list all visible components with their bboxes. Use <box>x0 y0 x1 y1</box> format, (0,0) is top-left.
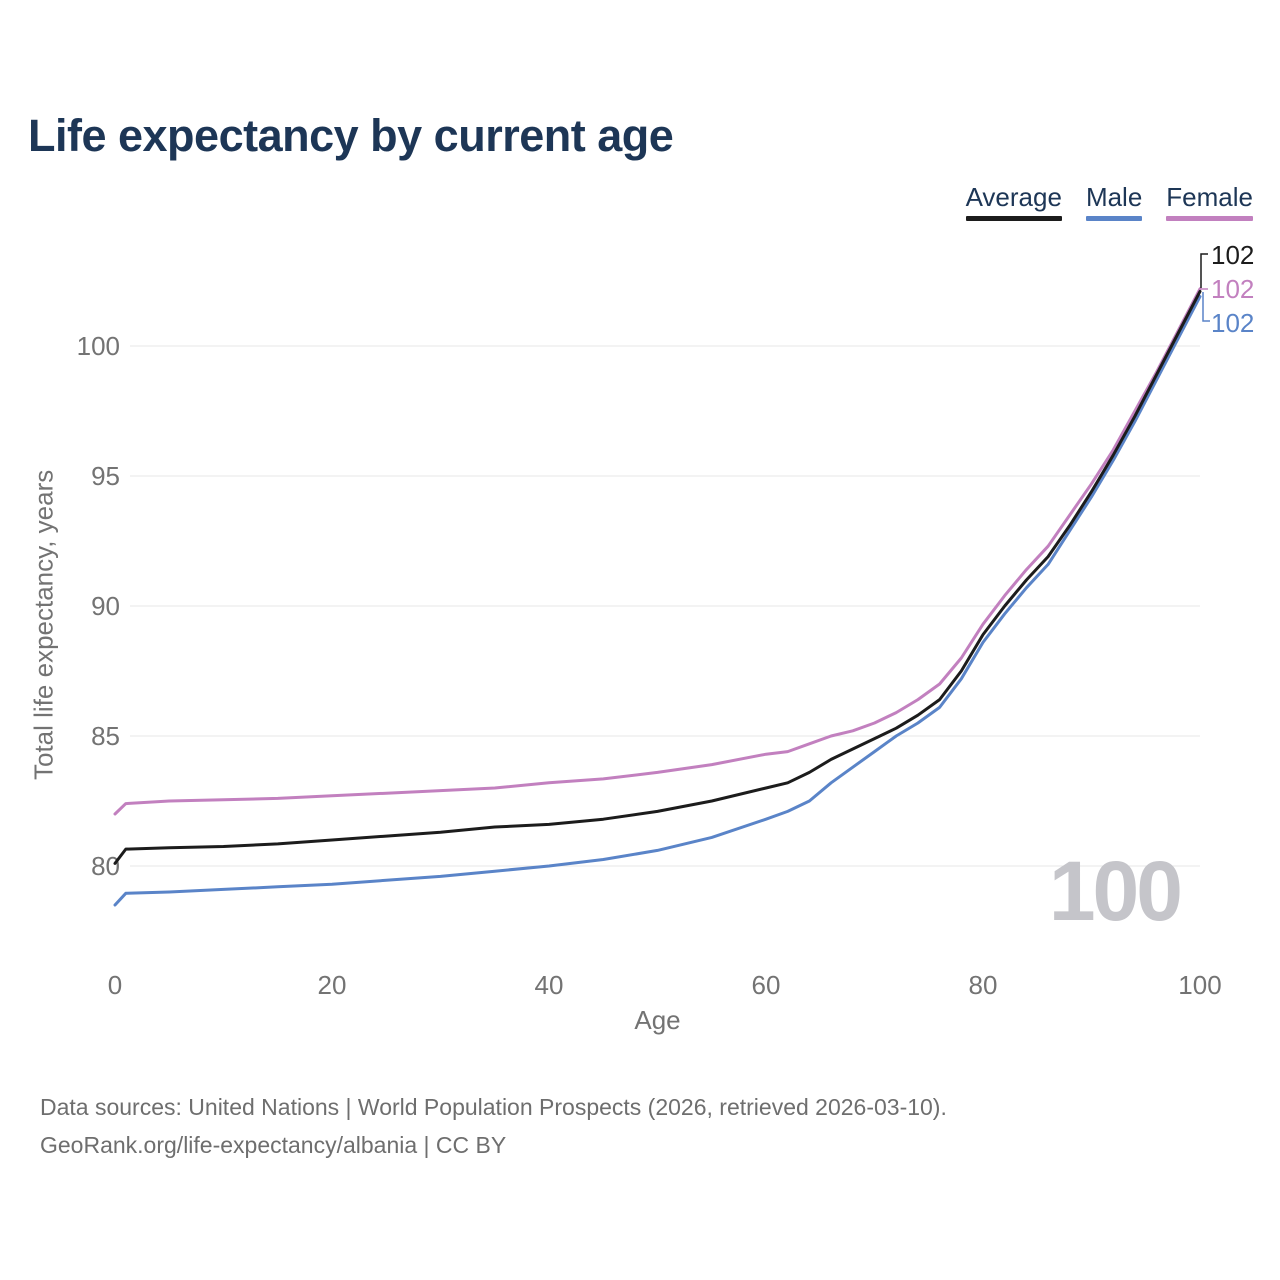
legend-label-male: Male <box>1085 182 1143 212</box>
y-axis-title: Total life expectancy, years <box>28 469 59 781</box>
age-watermark: 100 <box>1048 844 1183 938</box>
end-connector-average <box>1200 253 1208 288</box>
page-title: Life expectancy by current age <box>28 110 674 161</box>
series-line-female <box>113 287 1202 816</box>
legend-item-average[interactable]: Average <box>965 182 1062 221</box>
footer-attribution-line: GeoRank.org/life-expectancy/albania | CC… <box>40 1132 507 1158</box>
y-tick-label-95: 95 <box>91 461 120 491</box>
x-tick-label-0: 0 <box>108 970 122 1000</box>
y-tick-label-100: 100 <box>77 331 120 361</box>
chart-canvas: 80 85 90 95 100 0 20 40 60 80 100 <box>77 253 1222 1000</box>
legend: Average Male Female <box>965 182 1253 221</box>
end-connector-male <box>1202 292 1210 322</box>
x-axis-title: Age <box>634 1005 681 1035</box>
series-line-average <box>113 289 1202 865</box>
legend-item-female[interactable]: Female <box>1166 183 1253 221</box>
end-value-label-male: 102 <box>1211 308 1255 338</box>
legend-item-male[interactable]: Male <box>1085 182 1143 221</box>
x-tick-label-80: 80 <box>969 970 998 1000</box>
legend-label-average: Average <box>965 182 1062 212</box>
legend-swatch-male <box>1085 215 1143 221</box>
x-tick-label-40: 40 <box>535 970 564 1000</box>
x-tick-label-60: 60 <box>752 970 781 1000</box>
x-tick-label-100: 100 <box>1178 970 1221 1000</box>
legend-label-female: Female <box>1166 182 1253 212</box>
x-tick-label-20: 20 <box>318 970 347 1000</box>
end-value-label-average: 102 <box>1211 240 1255 270</box>
end-value-label-female: 102 <box>1211 274 1255 304</box>
legend-swatch-female <box>1166 215 1253 221</box>
footer-sources-line: Data sources: United Nations | World Pop… <box>40 1094 947 1120</box>
y-tick-label-90: 90 <box>91 591 120 621</box>
series-line-male <box>113 295 1202 907</box>
footer: Data sources: United Nations | World Pop… <box>40 1088 947 1164</box>
legend-swatch-average <box>965 215 1062 221</box>
y-tick-label-80: 80 <box>91 851 120 881</box>
y-tick-label-85: 85 <box>91 721 120 751</box>
